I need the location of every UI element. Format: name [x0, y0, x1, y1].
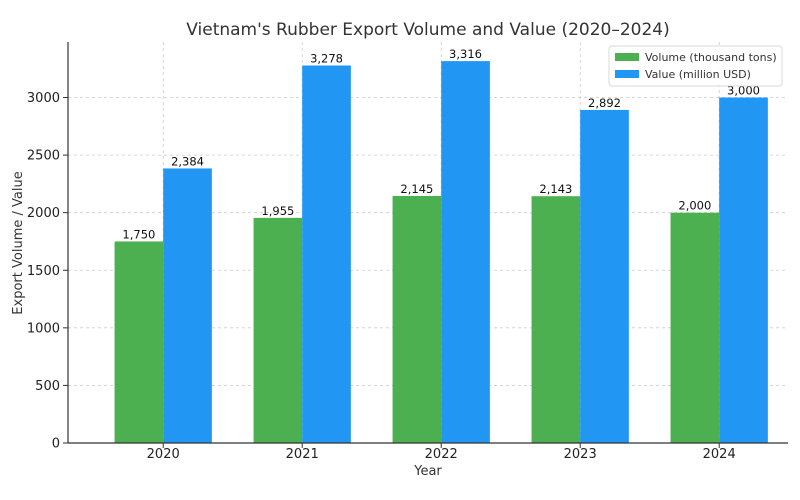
data-label: 1,955 [261, 204, 294, 218]
x-tick-label: 2022 [425, 447, 458, 462]
data-labels: 1,750 1,955 2,145 2,143 2,000 2,384 3,278 3,316… [122, 47, 760, 241]
data-label: 2,892 [588, 96, 621, 110]
bar-volume-2022 [392, 195, 442, 443]
y-tick-label: 3000 [27, 91, 60, 106]
bar-volume-2021 [253, 217, 303, 443]
x-tick-label: 2023 [564, 447, 597, 462]
axes: 0 500 1000 1500 2000 2500 3000 2020 2021 2022 2023… [27, 42, 788, 462]
chart-title: Vietnam's Rubber Export Volume and Value… [186, 20, 670, 40]
y-tick-label: 2000 [27, 206, 60, 221]
legend: Volume (thousand tons) Value (million USD… [608, 45, 783, 87]
bars [114, 61, 768, 443]
bar-value-2022 [441, 61, 490, 443]
data-label: 2,143 [539, 182, 572, 196]
data-label: 3,000 [727, 84, 760, 98]
legend-swatch [615, 53, 639, 61]
data-label: 2,000 [678, 199, 711, 213]
data-label: 3,278 [310, 51, 343, 65]
legend-label: Value (million USD) [645, 68, 751, 81]
x-tick-label: 2024 [703, 447, 736, 462]
data-label: 1,750 [122, 227, 155, 241]
bar-value-2020 [163, 168, 212, 443]
bar-volume-2023 [531, 196, 581, 443]
data-label: 2,384 [171, 154, 204, 168]
bar-volume-2020 [114, 241, 164, 443]
bar-value-2023 [580, 109, 629, 443]
y-tick-label: 2500 [27, 149, 60, 164]
legend-swatch [615, 70, 639, 78]
x-axis-label: Year [413, 464, 442, 479]
y-tick-label: 0 [52, 437, 60, 452]
y-tick-label: 1000 [27, 321, 60, 336]
legend-box [608, 45, 783, 87]
bar-volume-2024 [670, 212, 720, 443]
legend-label: Volume (thousand tons) [645, 51, 777, 64]
data-label: 2,145 [400, 182, 433, 196]
y-tick-label: 1500 [27, 264, 60, 279]
x-tick-label: 2020 [147, 447, 180, 462]
data-label: 3,316 [449, 47, 482, 61]
bar-value-2021 [302, 65, 351, 443]
y-tick-label: 500 [35, 379, 60, 394]
x-tick-label: 2021 [286, 447, 319, 462]
bar-value-2024 [719, 97, 768, 443]
y-axis-label: Export Volume / Value [11, 171, 26, 314]
